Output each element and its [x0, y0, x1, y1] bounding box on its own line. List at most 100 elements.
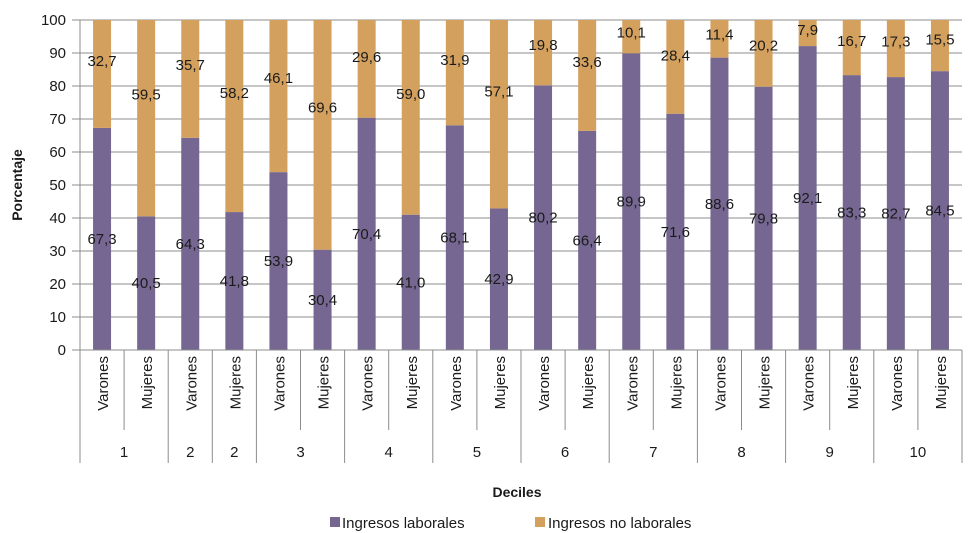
bar-segment	[886, 77, 905, 350]
data-label: 59,5	[132, 87, 161, 104]
gridlines	[72, 19, 962, 351]
bar-segment	[666, 113, 685, 350]
bar-segment	[842, 20, 861, 76]
data-label: 10,1	[617, 25, 646, 42]
legend-swatch-ingresos-laborales	[330, 517, 340, 527]
bar-segment	[578, 130, 597, 350]
x-category-label: Mujeres	[404, 356, 421, 409]
bar-segment	[401, 20, 420, 215]
x-category-label: Mujeres	[757, 356, 774, 409]
x-group-labels: 1 2 2 3 4 5 6 7 8 9 10	[120, 444, 926, 461]
x-category-label: Mujeres	[227, 356, 244, 409]
bar-segment	[357, 20, 376, 118]
data-label: 57,1	[484, 84, 513, 101]
bar-segment	[622, 53, 641, 351]
bar-segment	[181, 20, 200, 138]
y-tick-labels: 0 10 20 30 40 50 60 70 80 90 100	[41, 12, 66, 359]
data-label: 70,4	[352, 226, 381, 243]
bar-segment	[534, 85, 553, 350]
bar-segment	[313, 20, 332, 250]
legend: Ingresos laborales Ingresos no laborales	[330, 515, 691, 532]
x-category-label: Varones	[183, 356, 200, 411]
bar-segment	[93, 127, 112, 350]
x-category-label: Mujeres	[668, 356, 685, 409]
x-group-label: 6	[561, 444, 569, 461]
x-category-labels: Varones Mujeres Varones Mujeres Varones Mujer…	[95, 356, 950, 411]
x-category-label: Varones	[536, 356, 553, 411]
bar-segment	[269, 20, 288, 173]
data-label: 92,1	[793, 190, 822, 207]
data-label: 40,5	[132, 275, 161, 292]
y-tick-label: 40	[49, 210, 66, 227]
x-category-label: Mujeres	[139, 356, 156, 409]
x-group-label: 9	[826, 444, 834, 461]
x-group-label: 3	[296, 444, 304, 461]
y-tick-label: 60	[49, 144, 66, 161]
data-label: 31,9	[440, 52, 469, 69]
bar-segment	[225, 212, 244, 350]
data-label: 16,7	[837, 33, 866, 50]
x-category-label: Varones	[712, 356, 729, 411]
x-group-label: 5	[473, 444, 481, 461]
data-label: 7,9	[797, 22, 818, 39]
x-category-label: Mujeres	[580, 356, 597, 409]
bar-segment	[886, 20, 905, 78]
bar-segment	[357, 117, 376, 351]
bar-segment	[798, 20, 817, 47]
x-category-label: Mujeres	[933, 356, 950, 409]
bar-segment	[181, 137, 200, 350]
y-tick-label: 90	[49, 45, 66, 62]
x-category-label: Varones	[271, 356, 288, 411]
x-axis-title: Deciles	[492, 484, 541, 500]
legend-label-ingresos-no-laborales: Ingresos no laborales	[548, 515, 691, 532]
data-label: 64,3	[176, 236, 205, 253]
bar-segment	[842, 75, 861, 351]
data-label: 30,4	[308, 292, 337, 309]
x-group-label: 2	[186, 444, 194, 461]
data-label: 83,3	[837, 205, 866, 222]
bar-segment	[534, 20, 553, 86]
x-category-label: Mujeres	[492, 356, 509, 409]
x-group-label: 7	[649, 444, 657, 461]
bar-segment	[445, 20, 464, 126]
bar-segment	[930, 20, 949, 72]
bar-segment	[489, 208, 508, 350]
data-label: 66,4	[573, 232, 602, 249]
bar-segment	[578, 20, 597, 131]
data-label: 88,6	[705, 196, 734, 213]
x-category-label: Varones	[360, 356, 377, 411]
data-label: 46,1	[264, 70, 293, 87]
data-label: 53,9	[264, 253, 293, 270]
y-tick-label: 70	[49, 111, 66, 128]
data-label: 79,8	[749, 210, 778, 227]
x-group-label: 1	[120, 444, 128, 461]
data-label: 28,4	[661, 48, 690, 65]
bar-segment	[401, 214, 420, 350]
y-axis-title: Porcentaje	[9, 149, 25, 221]
data-label: 42,9	[484, 271, 513, 288]
bar-segment	[445, 125, 464, 351]
data-label: 80,2	[528, 210, 557, 227]
data-label: 84,5	[925, 203, 954, 220]
y-tick-label: 0	[58, 342, 66, 359]
data-label: 69,6	[308, 99, 337, 116]
bars	[93, 20, 949, 351]
x-category-label: Mujeres	[845, 356, 862, 409]
bar-segment	[137, 20, 156, 217]
x-category-label: Varones	[448, 356, 465, 411]
data-label: 71,6	[661, 224, 690, 241]
bar-segment	[710, 20, 729, 58]
x-category-label: Varones	[889, 356, 906, 411]
y-tick-label: 20	[49, 276, 66, 293]
data-label: 32,7	[87, 53, 116, 70]
x-category-label: Varones	[801, 356, 818, 411]
bar-segment	[930, 71, 949, 351]
bar-segment	[269, 172, 288, 350]
data-label: 89,9	[617, 194, 646, 211]
bar-segment	[622, 20, 641, 54]
bar-segment	[225, 20, 244, 213]
y-tick-label: 10	[49, 309, 66, 326]
data-label: 58,2	[220, 85, 249, 102]
data-label: 17,3	[881, 34, 910, 51]
